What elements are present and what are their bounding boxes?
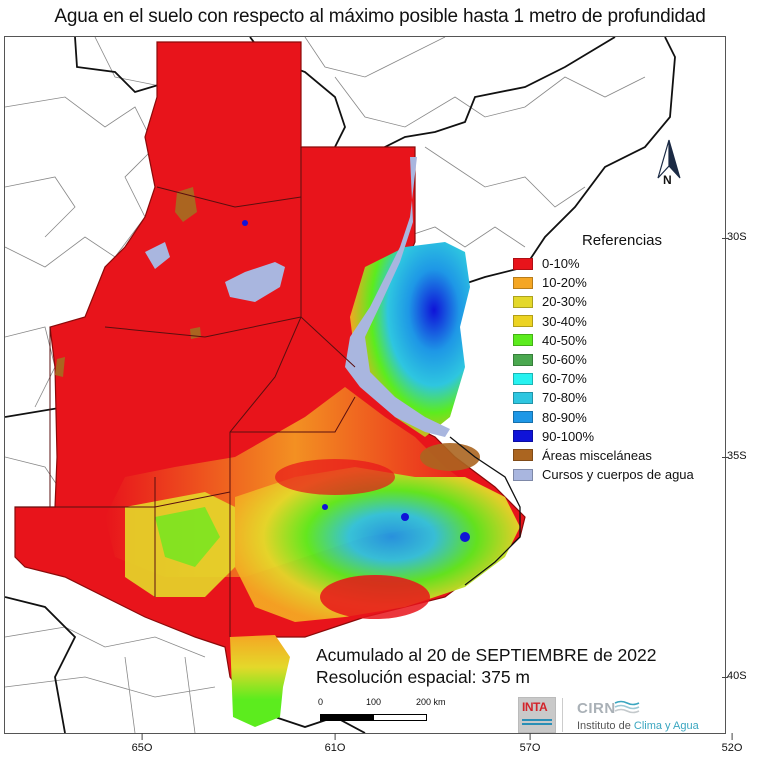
lon-tick-65o: 65O bbox=[131, 733, 153, 754]
scale-label-200: 200 km bbox=[416, 697, 446, 707]
legend-item-10-20: 10-20% bbox=[510, 273, 724, 292]
swatch-50-60 bbox=[513, 353, 533, 366]
legend-item-water: Cursos y cuerpos de agua bbox=[510, 465, 724, 484]
logo-divider bbox=[562, 698, 563, 732]
lon-tick-61o: 61O bbox=[324, 733, 346, 754]
spatial-resolution: Resolución espacial: 375 m bbox=[316, 667, 531, 687]
inta-logo-text: INTA bbox=[522, 700, 548, 714]
legend-label: 10-20% bbox=[542, 275, 587, 291]
swatch-0-10 bbox=[513, 257, 533, 270]
legend: Referencias 0-10% 10-20% 20-30% 30-40% 4… bbox=[510, 232, 724, 484]
legend-label: 40-50% bbox=[542, 332, 587, 348]
swatch-water bbox=[513, 468, 533, 481]
swatch-20-30 bbox=[513, 295, 533, 308]
cirn-logo-text: CIRN bbox=[577, 700, 616, 717]
lon-tick-57o: 57O bbox=[519, 733, 541, 754]
scale-label-0: 0 bbox=[318, 697, 324, 707]
lon-tick-52o: 52O bbox=[721, 733, 743, 754]
legend-item-70-80: 70-80% bbox=[510, 388, 724, 407]
legend-item-40-50: 40-50% bbox=[510, 331, 724, 350]
legend-item-20-30: 20-30% bbox=[510, 292, 724, 311]
soil-moisture-map bbox=[5, 37, 676, 733]
lat-tick-30s: 30S bbox=[722, 231, 747, 243]
instituto-prefix: Instituto de bbox=[577, 720, 634, 732]
legend-label: 50-60% bbox=[542, 352, 587, 368]
legend-label: 70-80% bbox=[542, 390, 587, 406]
swatch-60-70 bbox=[513, 372, 533, 385]
legend-label: Cursos y cuerpos de agua bbox=[542, 467, 694, 483]
north-label: N bbox=[663, 173, 672, 187]
legend-item-0-10: 0-10% bbox=[510, 254, 724, 273]
map-info: Acumulado al 20 de SEPTIEMBRE de 2022 Re… bbox=[316, 644, 656, 688]
legend-label: 60-70% bbox=[542, 371, 587, 387]
lat-tick-40s: 40S bbox=[722, 670, 747, 682]
map-title: Agua en el suelo con respecto al máximo … bbox=[54, 6, 706, 27]
legend-label: 20-30% bbox=[542, 294, 587, 310]
lat-tick-35s: 35S bbox=[722, 450, 747, 462]
swatch-80-90 bbox=[513, 411, 533, 424]
swatch-30-40 bbox=[513, 315, 533, 328]
legend-item-60-70: 60-70% bbox=[510, 369, 724, 388]
legend-item-30-40: 30-40% bbox=[510, 312, 724, 331]
scale-labels: 0 100 200 km bbox=[316, 697, 466, 709]
swatch-90-100 bbox=[513, 430, 533, 443]
instituto-text: Instituto de Clima y Agua bbox=[577, 720, 699, 732]
map-frame[interactable] bbox=[4, 36, 726, 734]
swatch-40-50 bbox=[513, 334, 533, 347]
inta-stripe bbox=[522, 719, 552, 721]
waves-icon bbox=[614, 700, 640, 714]
legend-label: 0-10% bbox=[542, 256, 580, 272]
legend-label: Áreas misceláneas bbox=[542, 447, 652, 463]
swatch-10-20 bbox=[513, 276, 533, 289]
accumulated-date: Acumulado al 20 de SEPTIEMBRE de 2022 bbox=[316, 645, 657, 665]
legend-title: Referencias bbox=[581, 232, 663, 249]
inta-stripe bbox=[522, 723, 552, 725]
inta-logo: INTA bbox=[518, 697, 556, 733]
swatch-misc bbox=[513, 449, 533, 462]
legend-item-50-60: 50-60% bbox=[510, 350, 724, 369]
legend-item-80-90: 80-90% bbox=[510, 408, 724, 427]
scale-label-100: 100 bbox=[366, 697, 382, 707]
scale-bar-black bbox=[320, 714, 374, 721]
swatch-70-80 bbox=[513, 391, 533, 404]
instituto-accent: Clima y Agua bbox=[633, 720, 699, 732]
legend-label: 90-100% bbox=[542, 428, 595, 444]
legend-item-90-100: 90-100% bbox=[510, 427, 724, 446]
legend-label: 30-40% bbox=[542, 313, 587, 329]
north-arrow-icon bbox=[657, 139, 681, 179]
scale-bar-white bbox=[373, 714, 427, 721]
legend-item-misc: Áreas misceláneas bbox=[510, 446, 724, 465]
legend-label: 80-90% bbox=[542, 409, 587, 425]
